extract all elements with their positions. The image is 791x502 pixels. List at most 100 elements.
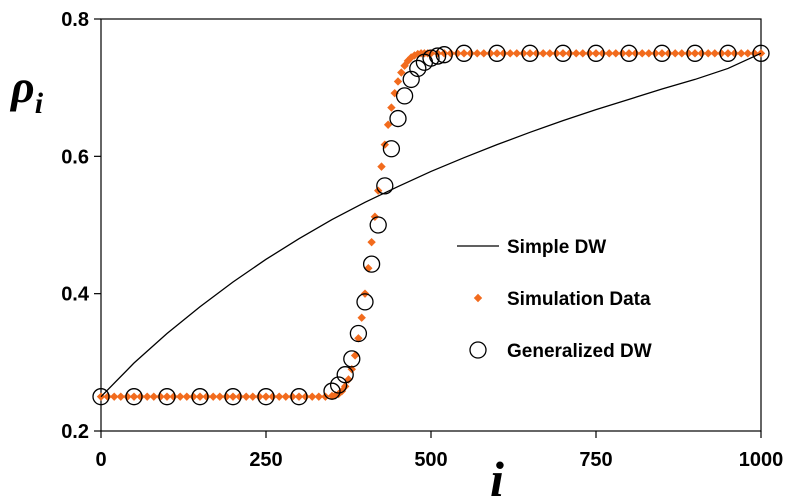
simulation-data-point <box>572 49 581 58</box>
generalized-dw-point <box>686 44 704 62</box>
legend-circle-swatch <box>469 341 487 359</box>
generalized-dw-point <box>435 46 453 64</box>
x-tick-label: 250 <box>249 449 282 471</box>
simulation-data-point <box>651 49 660 58</box>
simulation-data-point <box>288 392 297 401</box>
simulation-data-point <box>255 392 264 401</box>
simulation-data-point <box>357 313 366 322</box>
simulation-data-point <box>466 49 475 58</box>
simulation-data-point <box>631 49 640 58</box>
simulation-data-point <box>664 49 673 58</box>
simulation-data-point <box>677 49 686 58</box>
legend-label: Simulation Data <box>507 289 651 310</box>
generalized-dw-point <box>521 44 539 62</box>
simulation-data-point <box>116 392 125 401</box>
simulation-data-point <box>235 392 244 401</box>
simulation-data-point <box>383 120 393 129</box>
simulation-data-point <box>350 351 360 360</box>
generalized-dw-point <box>356 293 374 311</box>
generalized-dw-point <box>402 70 420 89</box>
simulation-data-point <box>525 49 535 58</box>
simulation-data-point <box>367 237 376 247</box>
simulation-data-point <box>552 49 561 58</box>
simulation-data-point <box>473 49 482 58</box>
simulation-data-point <box>624 49 634 58</box>
simulation-data-point <box>723 49 733 58</box>
simulation-data-point <box>209 392 218 401</box>
y-tick-label: 0.2 <box>61 421 89 443</box>
generalized-dw-point <box>158 388 176 406</box>
simulation-data-point <box>169 392 178 401</box>
simulation-data-point <box>397 68 406 77</box>
generalized-dw-point <box>719 44 737 62</box>
generalized-dw-point <box>290 388 308 406</box>
series-line-simple-dw <box>100 52 762 398</box>
generalized-dw-point <box>488 44 506 62</box>
generalized-dw-point <box>369 216 387 234</box>
simulation-data-point <box>143 392 152 401</box>
generalized-dw-point <box>349 324 368 343</box>
simulation-data-point <box>585 49 594 58</box>
simulation-data-point <box>618 49 627 58</box>
simulation-data-point <box>354 334 363 343</box>
simulation-data-point <box>539 49 548 58</box>
generalized-dw-point <box>587 44 605 62</box>
generalized-dw-point <box>389 109 407 128</box>
legend-diamond-swatch <box>473 293 483 303</box>
y-tick-label: 0.4 <box>61 284 90 306</box>
simulation-data-point <box>189 392 198 401</box>
simulation-data-point <box>565 49 574 58</box>
simulation-data-point <box>242 392 251 401</box>
simulation-data-point <box>611 49 620 58</box>
simulation-data-point <box>591 49 601 58</box>
simulation-data-point <box>459 49 469 58</box>
x-tick-label: 0 <box>95 449 106 471</box>
simulation-data-point <box>110 392 119 401</box>
simulation-data-point <box>710 49 719 58</box>
simulation-data-point <box>730 49 739 58</box>
x-tick-label: 750 <box>579 449 612 471</box>
simulation-data-point <box>737 49 746 58</box>
generalized-dw-point <box>620 44 638 62</box>
generalized-dw-point <box>125 388 143 406</box>
simulation-data-point <box>638 49 647 58</box>
generalized-dw-point <box>409 59 427 78</box>
simulation-data-point <box>182 392 191 401</box>
simulation-data-point <box>314 392 323 401</box>
series-layer <box>92 44 770 406</box>
generalized-dw-point <box>257 388 275 406</box>
generalized-dw-point <box>329 376 348 394</box>
simulation-data-point <box>215 392 224 401</box>
simulation-data-point <box>532 49 541 58</box>
simulation-data-point <box>690 49 700 58</box>
generalized-dw-point <box>376 177 394 195</box>
simulation-data-point <box>545 49 554 58</box>
simulation-data-point <box>387 103 396 112</box>
x-tick-label: 500 <box>414 449 447 471</box>
simulation-data-point <box>440 49 449 58</box>
simulation-data-point <box>222 392 231 401</box>
simulation-data-point <box>136 392 145 401</box>
generalized-dw-point <box>92 388 110 406</box>
generalized-dw-point <box>191 388 209 406</box>
plot-frame <box>100 18 762 432</box>
generalized-dw-point <box>422 49 440 67</box>
simulation-data-point <box>598 49 607 58</box>
generalized-dw-point <box>224 388 242 406</box>
legend-item: Generalized DW <box>469 341 652 362</box>
simulation-data-point <box>578 49 587 58</box>
simulation-data-point <box>377 162 386 171</box>
generalized-dw-point <box>428 47 447 65</box>
simulation-data-point <box>156 392 165 401</box>
simulation-data-point <box>268 392 277 401</box>
simulation-data-point <box>486 49 495 58</box>
simulation-data-point <box>671 49 680 58</box>
simulation-data-point <box>479 49 488 58</box>
legend-item: Simple DW <box>457 237 606 258</box>
x-axis-label: i <box>490 451 504 502</box>
simulation-data-point <box>162 392 172 401</box>
simulation-data-point <box>202 392 211 401</box>
x-tick-label: 1000 <box>739 449 784 471</box>
simulation-data-point <box>341 382 350 391</box>
